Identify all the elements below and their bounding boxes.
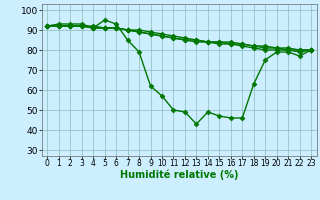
X-axis label: Humidité relative (%): Humidité relative (%) <box>120 170 238 180</box>
